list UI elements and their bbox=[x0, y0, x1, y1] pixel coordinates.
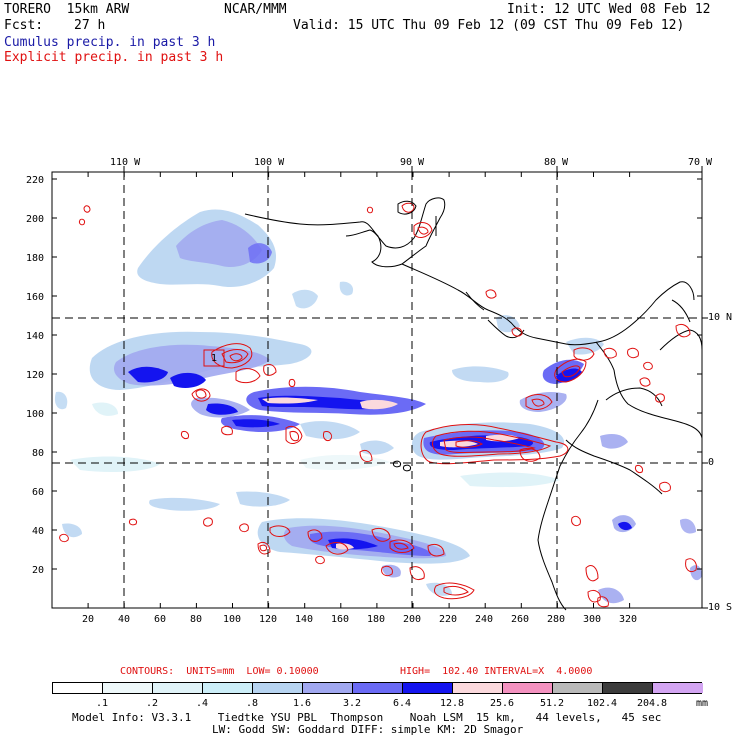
x-index-40: 40 bbox=[118, 614, 131, 625]
colorbar-swatch bbox=[253, 683, 303, 693]
x-index-140: 140 bbox=[295, 614, 314, 625]
precip-colorbar bbox=[52, 682, 703, 694]
colorbar-swatch bbox=[453, 683, 503, 693]
organization-label: NCAR/MMM bbox=[224, 2, 287, 17]
colorbar-value-label: 1.6 bbox=[292, 698, 312, 709]
colorbar-value-label: 51.2 bbox=[539, 698, 565, 709]
y-index-100: 100 bbox=[26, 409, 45, 420]
colorbar-value-label: 204.8 bbox=[636, 698, 668, 709]
x-index-200: 200 bbox=[403, 614, 422, 625]
lon-label-110w: 110 W bbox=[110, 157, 141, 168]
init-time: Init: 12 UTC Wed 08 Feb 12 bbox=[507, 2, 711, 17]
y-index-220: 220 bbox=[26, 175, 45, 186]
colorbar-unit: mm bbox=[696, 698, 709, 709]
contour-units-info: CONTOURS: UNITS=mm LOW= 0.10000 bbox=[120, 666, 319, 677]
x-index-240: 240 bbox=[475, 614, 494, 625]
y-index-40: 40 bbox=[32, 526, 45, 537]
colorbar-value-label: .2 bbox=[145, 698, 159, 709]
x-index-100: 100 bbox=[223, 614, 242, 625]
colorbar-swatch bbox=[103, 683, 153, 693]
colorbar-swatch bbox=[203, 683, 253, 693]
valid-time: Valid: 15 UTC Thu 09 Feb 12 (09 CST Thu … bbox=[293, 18, 685, 33]
x-index-280: 280 bbox=[547, 614, 566, 625]
contour-label-box bbox=[203, 349, 225, 367]
colorbar-swatch bbox=[403, 683, 453, 693]
colorbar-value-label: .8 bbox=[245, 698, 259, 709]
x-index-120: 120 bbox=[259, 614, 278, 625]
forecast-label: Fcst: bbox=[4, 18, 44, 33]
y-index-160: 160 bbox=[26, 292, 45, 303]
y-index-140: 140 bbox=[26, 331, 45, 342]
y-index-120: 120 bbox=[26, 370, 45, 381]
lat-label-0: 0 bbox=[708, 457, 715, 468]
contour-high-info: HIGH= 102.40 bbox=[400, 666, 479, 677]
colorbar-swatch bbox=[603, 683, 653, 693]
colorbar-value-label: 25.6 bbox=[489, 698, 515, 709]
x-index-80: 80 bbox=[190, 614, 203, 625]
explicit-legend-title: Explicit precip. in past 3 h bbox=[4, 50, 224, 65]
explicit-precip-contours bbox=[59, 202, 697, 608]
colorbar-value-label: 3.2 bbox=[342, 698, 362, 709]
coastlines bbox=[244, 197, 703, 611]
colorbar-value-label: 12.8 bbox=[439, 698, 465, 709]
lon-label-100w: 100 W bbox=[254, 157, 285, 168]
colorbar-value-label: .4 bbox=[195, 698, 209, 709]
y-index-180: 180 bbox=[26, 253, 45, 264]
colorbar-swatch bbox=[353, 683, 403, 693]
colorbar-swatch bbox=[553, 683, 603, 693]
colorbar-swatch bbox=[153, 683, 203, 693]
lon-label-70w: 70 W bbox=[688, 157, 713, 168]
colorbar-swatch bbox=[53, 683, 103, 693]
colorbar-swatch bbox=[303, 683, 353, 693]
model-info-line2: LW: Godd SW: Goddard DIFF: simple KM: 2D… bbox=[212, 723, 524, 736]
x-index-220: 220 bbox=[439, 614, 458, 625]
y-index-20: 20 bbox=[32, 565, 45, 576]
x-index-180: 180 bbox=[367, 614, 386, 625]
lat-label-10n: 10 N bbox=[708, 312, 733, 323]
colorbar-swatch bbox=[503, 683, 553, 693]
x-index-160: 160 bbox=[331, 614, 350, 625]
axis-ticks bbox=[51, 166, 708, 609]
model-title: TORERO 15km ARW bbox=[4, 2, 130, 17]
lon-label-90w: 90 W bbox=[400, 157, 425, 168]
contour-interval-info: INTERVAL=X 4.0000 bbox=[484, 666, 593, 677]
x-index-60: 60 bbox=[154, 614, 167, 625]
lon-label-80w: 80 W bbox=[544, 157, 569, 168]
cumulus-legend-title: Cumulus precip. in past 3 h bbox=[4, 35, 216, 50]
colorbar-swatch bbox=[653, 683, 703, 693]
y-index-200: 200 bbox=[26, 214, 45, 225]
colorbar-value-label: 6.4 bbox=[392, 698, 412, 709]
x-index-300: 300 bbox=[583, 614, 602, 625]
lat-lon-grid bbox=[52, 172, 702, 608]
colorbar-value-label: 102.4 bbox=[586, 698, 618, 709]
forecast-hours: 27 h bbox=[74, 18, 106, 33]
y-index-80: 80 bbox=[32, 448, 45, 459]
cumulus-precip-shading bbox=[54, 209, 702, 604]
y-index-60: 60 bbox=[32, 487, 45, 498]
x-index-20: 20 bbox=[82, 614, 95, 625]
colorbar-value-label: .1 bbox=[95, 698, 109, 709]
lat-label-10s: 10 S bbox=[708, 602, 733, 613]
model-info-line1: Model Info: V3.3.1 Tiedtke YSU PBL Thomp… bbox=[72, 711, 662, 724]
x-index-260: 260 bbox=[511, 614, 530, 625]
contour-label-text: 1 bbox=[211, 353, 217, 364]
x-index-320: 320 bbox=[619, 614, 638, 625]
